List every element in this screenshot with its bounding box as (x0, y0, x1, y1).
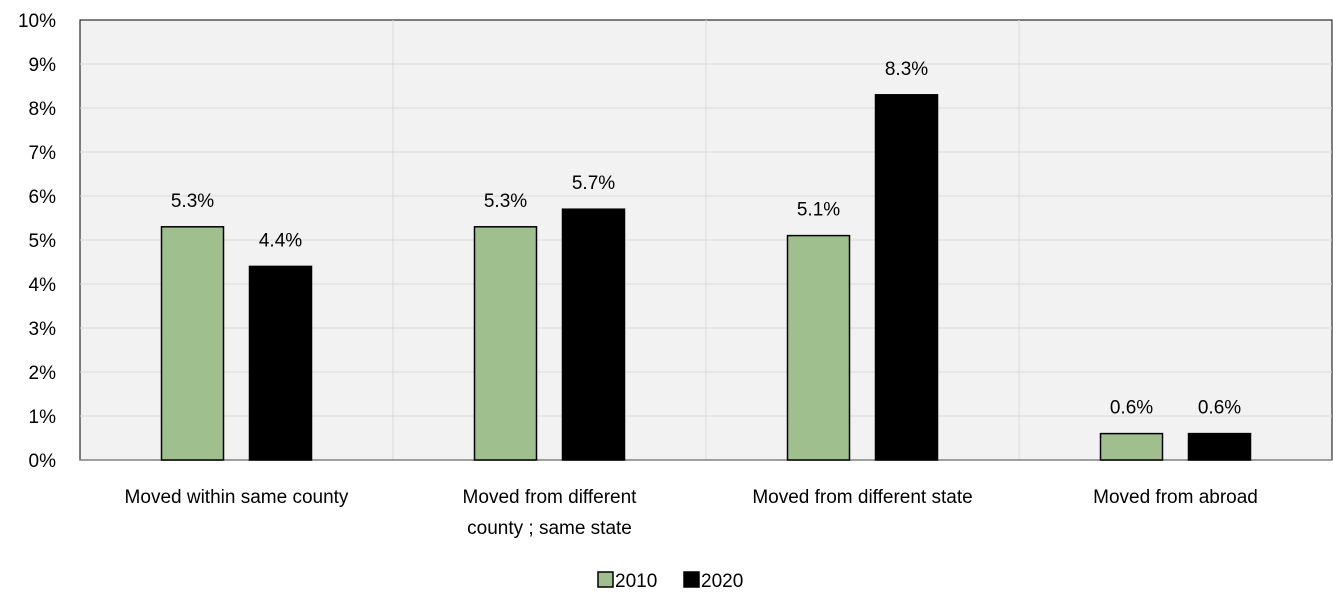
y-tick-label: 9% (29, 55, 57, 76)
bar-2020 (1187, 432, 1252, 461)
legend-swatch-2010 (597, 571, 614, 588)
y-tick-label: 7% (29, 143, 57, 164)
bar-2010 (1099, 432, 1164, 461)
legend-swatch-2020 (683, 571, 700, 588)
category-label: Moved from different (463, 487, 638, 508)
y-tick-label: 10% (18, 11, 56, 32)
data-label: 5.3% (171, 191, 214, 212)
category-label: Moved within same county (125, 487, 349, 508)
data-label: 0.6% (1110, 398, 1153, 419)
legend-label: 2010 (615, 571, 657, 592)
y-axis-ticks: 0% 1% 2% 3% 4% 5% 6% 7% 8% 9% 10% (18, 11, 56, 472)
y-tick-label: 6% (29, 187, 57, 208)
category-label: county ; same state (467, 518, 632, 539)
y-tick-label: 1% (29, 407, 57, 428)
bar-2020 (248, 265, 313, 461)
category-label: Moved from different state (752, 487, 972, 508)
data-label: 5.3% (484, 191, 527, 212)
data-label: 5.7% (572, 173, 615, 194)
y-tick-label: 3% (29, 319, 57, 340)
y-tick-label: 0% (29, 451, 57, 472)
y-tick-label: 8% (29, 99, 57, 120)
data-label: 4.4% (259, 230, 302, 251)
category-labels: Moved within same county Moved from diffe… (125, 487, 1258, 539)
bars (160, 94, 1252, 461)
bar-2010 (473, 226, 538, 461)
bar-2020 (874, 94, 939, 461)
legend-label: 2020 (701, 571, 743, 592)
data-label: 8.3% (885, 59, 928, 80)
data-label: 5.1% (797, 200, 840, 221)
bar-2010 (160, 226, 225, 461)
category-label: Moved from abroad (1093, 487, 1258, 508)
data-label: 0.6% (1198, 398, 1241, 419)
y-tick-label: 2% (29, 363, 57, 384)
y-tick-label: 4% (29, 275, 57, 296)
bar-2020 (561, 208, 626, 461)
legend: 2010 2020 (597, 571, 743, 592)
data-labels: 5.3% 4.4% 5.3% 5.7% 5.1% 8.3% 0.6% 0.6% (171, 59, 1241, 419)
bar-2010 (786, 234, 851, 461)
y-tick-label: 5% (29, 231, 57, 252)
